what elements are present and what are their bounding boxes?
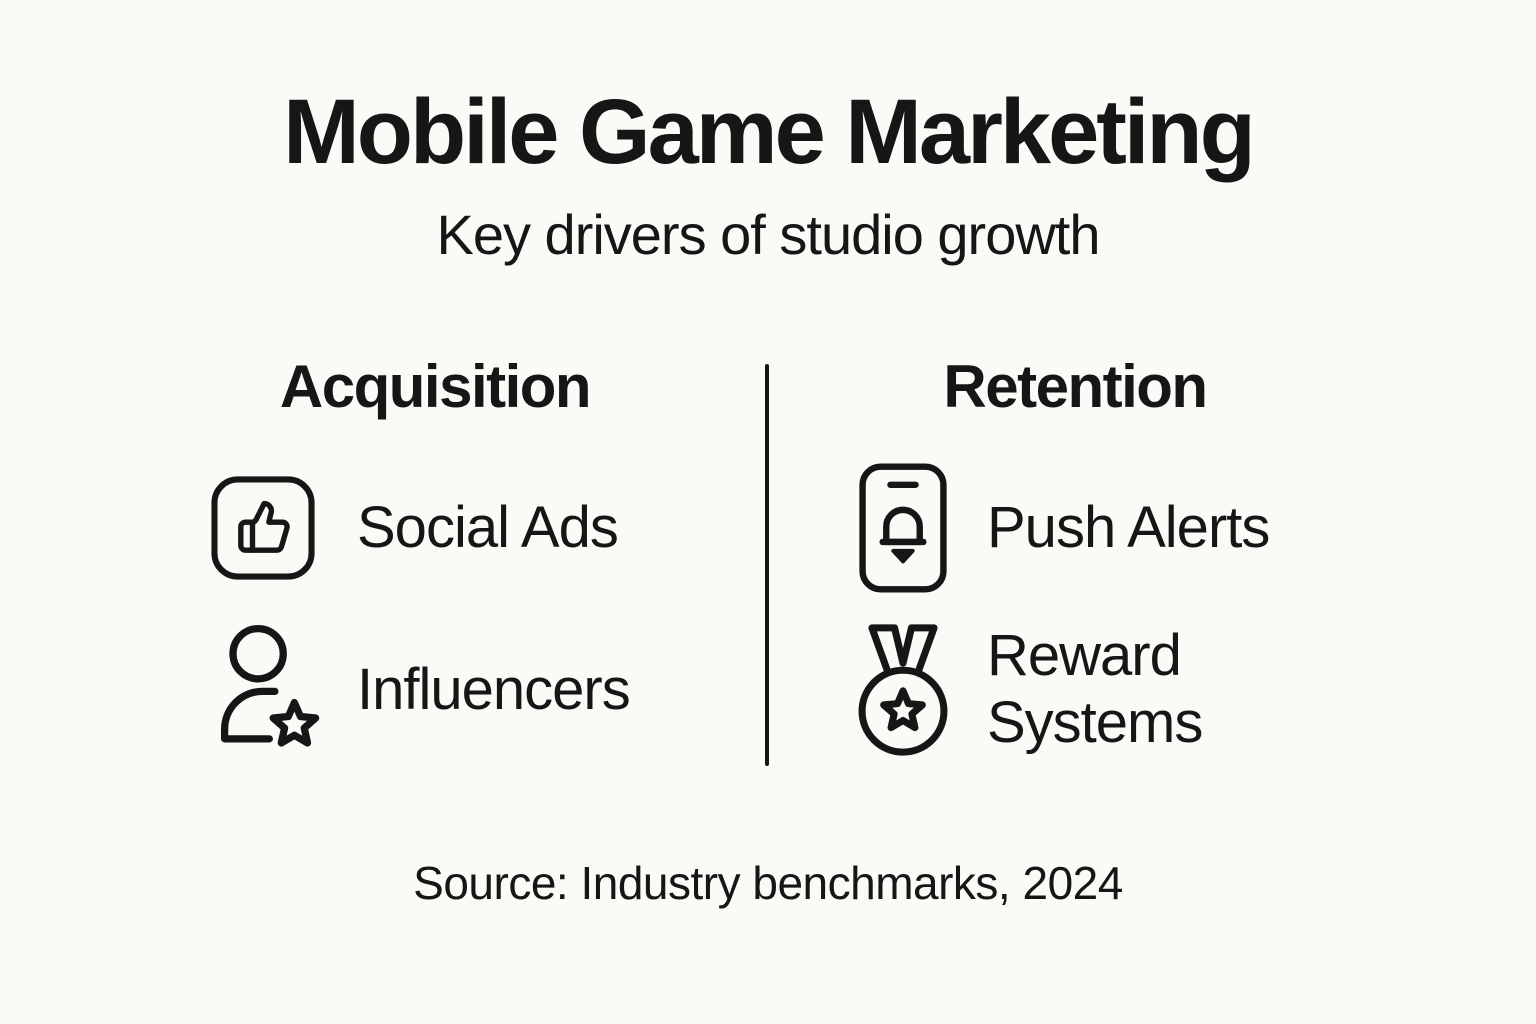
source-note: Source: Industry benchmarks, 2024 <box>413 857 1123 909</box>
item-label-push-alerts: Push Alerts <box>987 494 1270 560</box>
user-star-icon <box>205 623 321 757</box>
retention-column: Retention Push Alerts <box>768 352 1536 757</box>
acquisition-header: Acquisition <box>279 353 592 420</box>
columns-section: Acquisition Social Ads <box>0 352 1536 757</box>
item-label-reward-systems: Reward Systems <box>987 623 1203 755</box>
column-divider <box>765 364 769 766</box>
acquisition-column: Acquisition Social Ads <box>0 352 768 757</box>
list-item-push-alerts: Push Alerts <box>855 461 1295 595</box>
list-item-social-ads: Social Ads <box>205 461 665 595</box>
list-item-reward-systems: Reward Systems <box>855 623 1295 757</box>
list-item-influencers: Influencers <box>205 623 665 757</box>
medal-star-icon <box>855 622 951 758</box>
retention-header: Retention <box>943 353 1208 420</box>
item-label-influencers: Influencers <box>357 656 631 722</box>
phone-bell-icon <box>855 461 951 595</box>
page-title: Mobile Game Marketing <box>283 81 1256 183</box>
page-subtitle: Key drivers of studio growth <box>436 203 1101 266</box>
item-label-social-ads: Social Ads <box>357 494 619 560</box>
thumbs-up-square-icon <box>205 472 321 584</box>
